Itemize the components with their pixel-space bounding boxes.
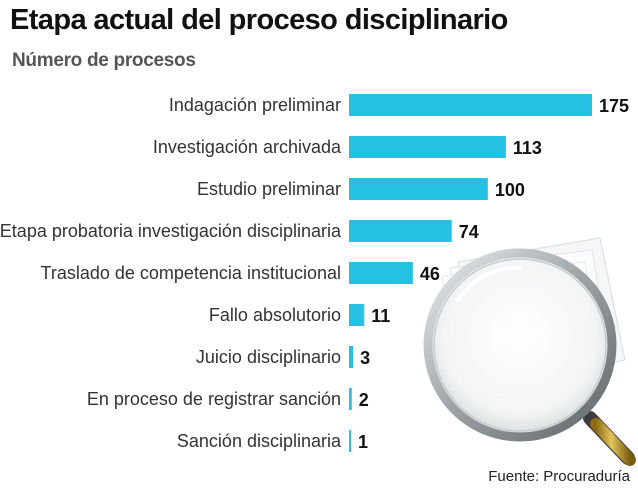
chart-title: Etapa actual del proceso disciplinario: [10, 4, 508, 36]
bar: [349, 304, 365, 326]
value-label: 11: [371, 306, 390, 326]
chart-subtitle: Número de procesos: [12, 50, 196, 71]
bar: [349, 430, 351, 452]
value-label: 46: [420, 264, 440, 284]
category-label: Investigación archivada: [153, 137, 342, 157]
value-label: 175: [599, 96, 629, 116]
category-label: Sanción disciplinaria: [177, 431, 342, 451]
category-label: Traslado de competencia institucional: [41, 263, 342, 283]
bar: [349, 388, 352, 410]
category-label: Estudio preliminar: [197, 179, 341, 199]
value-label: 1: [358, 432, 368, 452]
category-label: En proceso de registrar sanción: [87, 389, 341, 409]
value-label: 100: [495, 180, 525, 200]
value-label: 113: [513, 138, 542, 158]
magnifying-glass-icon: [423, 248, 636, 466]
bar: [349, 178, 488, 200]
source-note: Fuente: Procuraduría: [488, 468, 630, 485]
value-label: 2: [359, 390, 369, 410]
category-label: Indagación preliminar: [169, 95, 341, 115]
category-label: Juicio disciplinario: [196, 347, 341, 367]
bar: [349, 220, 452, 242]
value-label: 74: [459, 222, 479, 242]
bar: [349, 136, 506, 158]
category-label: Etapa probatoria investigación disciplin…: [0, 221, 342, 241]
category-label: Fallo absolutorio: [209, 305, 341, 325]
bar: [349, 94, 592, 116]
bar: [349, 346, 354, 368]
bar: [349, 262, 413, 284]
value-label: 3: [360, 348, 370, 368]
